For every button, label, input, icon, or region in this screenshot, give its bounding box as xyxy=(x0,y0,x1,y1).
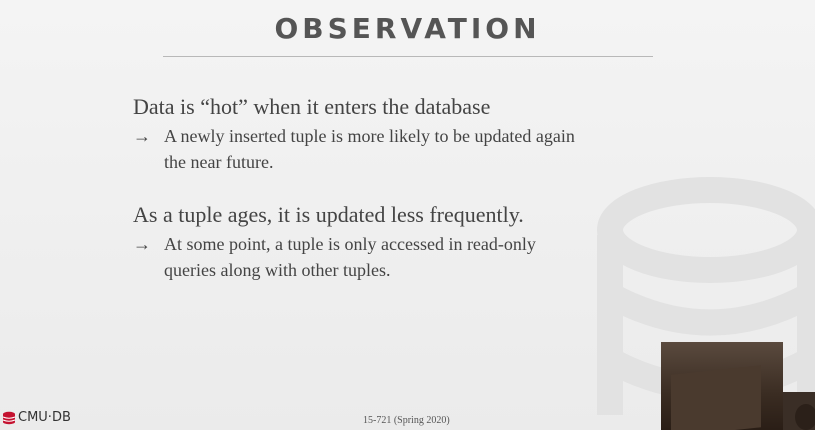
bullet-1: Data is “hot” when it enters the databas… xyxy=(133,94,491,119)
sub-bullet-2: → At some point, a tuple is only accessed… xyxy=(133,231,536,283)
webcam-video xyxy=(661,342,783,430)
sub-bullet-2-line2: queries along with other tuples. xyxy=(164,260,391,280)
arrow-icon: → xyxy=(133,234,151,254)
title-divider xyxy=(163,56,653,57)
database-watermark-icon xyxy=(597,177,815,415)
speaker-head xyxy=(795,404,815,430)
sub-bullet-1-line1: A newly inserted tuple is more likely to… xyxy=(164,126,575,146)
webcam-background xyxy=(671,365,761,430)
cmu-db-logo-icon xyxy=(2,411,16,424)
sub-bullet-1-line2: the near future. xyxy=(164,152,274,172)
logo-text: CMU·DB xyxy=(18,410,71,425)
arrow-icon: → xyxy=(133,126,151,146)
slide-title: OBSERVATION xyxy=(274,12,541,45)
webcam-speaker xyxy=(783,392,815,430)
bullet-2: As a tuple ages, it is updated less freq… xyxy=(133,202,524,227)
course-label: 15-721 (Spring 2020) xyxy=(363,415,450,426)
cmu-db-logo: CMU·DB xyxy=(2,410,71,425)
sub-bullet-1: → A newly inserted tuple is more likely t… xyxy=(133,123,575,175)
sub-bullet-2-line1: At some point, a tuple is only accessed … xyxy=(164,234,536,254)
